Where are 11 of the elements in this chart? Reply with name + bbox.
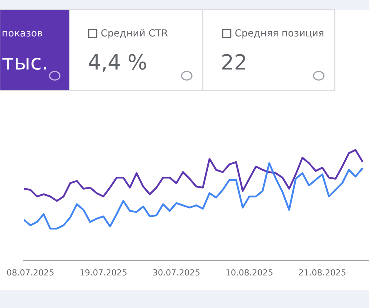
text: Средний CTR [102, 29, 168, 39]
x-tick-label: 30.07.2025 [153, 269, 200, 276]
text: 4,4 % [89, 54, 146, 72]
text: показов [2, 31, 42, 37]
x-tick-label: 08.07.2025 [7, 269, 54, 276]
x-tick-label: 19.07.2025 [80, 269, 127, 276]
text: Средняя позиция [236, 29, 324, 39]
x-tick-label: 10.08.2025 [226, 269, 273, 276]
x-tick-label: 21.08.2025 [299, 269, 346, 276]
text: 22 [222, 54, 246, 70]
text: тыс. [2, 58, 46, 70]
